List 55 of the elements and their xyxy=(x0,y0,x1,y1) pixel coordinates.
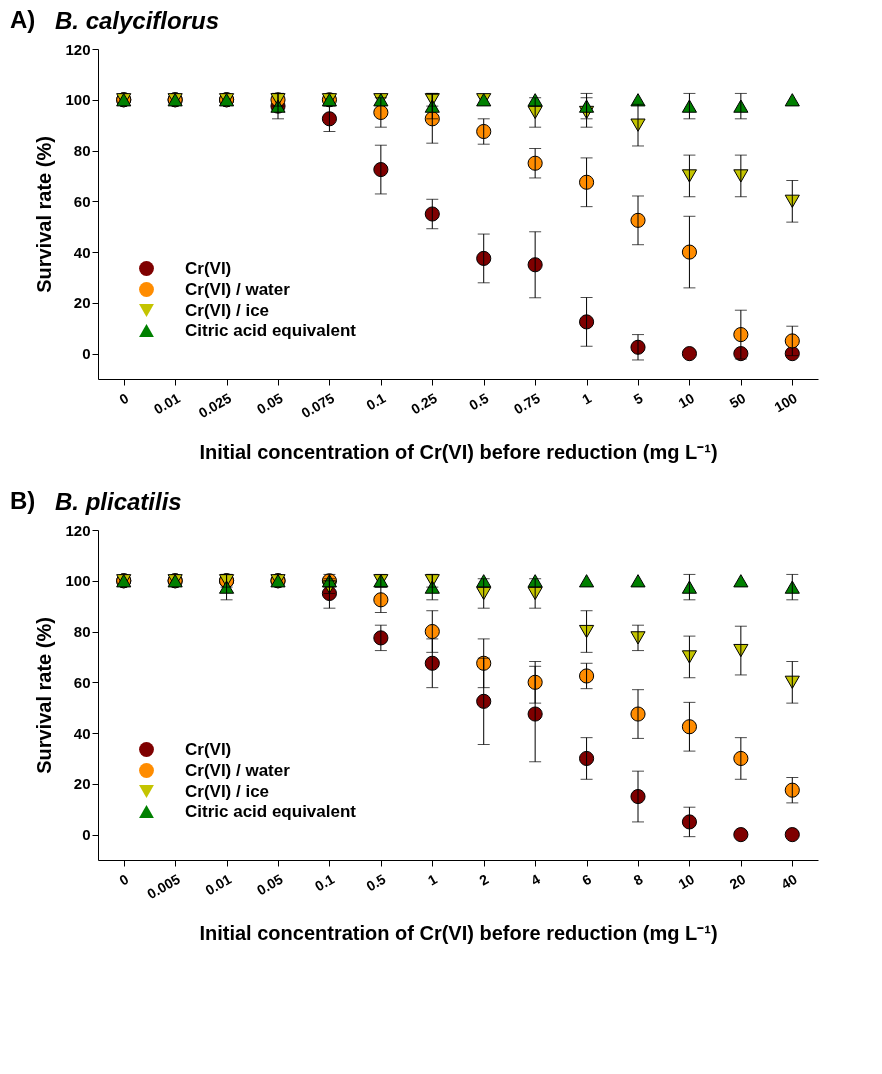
x-tick-label: 4 xyxy=(527,870,543,889)
legend-label: Cr(VI) / ice xyxy=(185,300,270,320)
x-tick-label: 0.25 xyxy=(408,389,440,418)
x-tick-label: 10 xyxy=(675,389,698,412)
y-tick-label: 100 xyxy=(65,91,91,109)
x-tick-label: 0.1 xyxy=(363,389,389,414)
chart-title: B. plicatilis xyxy=(54,488,182,515)
y-tick-label: 20 xyxy=(73,294,91,312)
x-tick-label: 0.05 xyxy=(253,870,286,899)
x-tick-label: 100 xyxy=(771,389,800,416)
chart-title: B. calyciflorus xyxy=(54,7,220,34)
x-tick-label: 1 xyxy=(579,389,595,408)
legend-label: Citric acid equivalent xyxy=(185,801,357,821)
x-tick-label: 6 xyxy=(579,870,595,889)
x-tick-label: 2 xyxy=(476,870,492,889)
y-tick-label: 100 xyxy=(65,572,91,590)
x-tick-label: 0.75 xyxy=(511,389,543,418)
x-axis-title: Initial concentration of Cr(VI) before reduction (mg L⁻¹) xyxy=(199,441,718,464)
y-tick-label: 0 xyxy=(82,826,91,844)
legend-label: Cr(VI) / water xyxy=(185,760,291,780)
y-axis-title: Survival rate (%) xyxy=(33,617,56,774)
x-tick-label: 40 xyxy=(778,870,800,893)
x-tick-label: 8 xyxy=(630,870,646,889)
y-tick-label: 60 xyxy=(73,192,91,210)
text: B) xyxy=(10,487,36,515)
y-axis-title: Survival rate (%) xyxy=(33,136,56,293)
x-tick-label: 20 xyxy=(726,870,749,893)
x-tick-label: 0.05 xyxy=(253,389,286,418)
x-tick-label: 0 xyxy=(116,389,132,408)
y-tick-label: 120 xyxy=(65,521,91,539)
y-tick-label: 60 xyxy=(73,673,91,691)
legend-label: Cr(VI) xyxy=(185,739,232,759)
y-tick-label: 120 xyxy=(65,40,91,58)
y-tick-label: 40 xyxy=(73,724,91,742)
text: A) xyxy=(10,6,36,34)
legend-label: Cr(VI) / ice xyxy=(185,781,270,801)
legend-label: Cr(VI) xyxy=(185,258,232,278)
y-tick-label: 0 xyxy=(82,345,91,363)
x-tick-label: 0.01 xyxy=(151,389,183,418)
legend-label: Cr(VI) / water xyxy=(185,279,291,299)
y-tick-label: 80 xyxy=(73,623,91,641)
x-tick-label: 10 xyxy=(675,870,698,893)
x-tick-label: 0.1 xyxy=(312,870,338,895)
x-tick-label: 5 xyxy=(630,389,646,408)
x-axis-title: Initial concentration of Cr(VI) before reduction (mg L⁻¹) xyxy=(199,922,718,945)
y-tick-label: 20 xyxy=(73,775,91,793)
x-tick-label: 0.5 xyxy=(466,389,492,414)
x-tick-label: 1 xyxy=(425,870,440,889)
x-tick-label: 0.5 xyxy=(363,870,389,895)
y-tick-label: 80 xyxy=(73,142,91,160)
y-tick-label: 40 xyxy=(73,243,91,261)
x-tick-label: 0 xyxy=(116,870,132,889)
x-tick-label: 50 xyxy=(726,389,749,412)
legend-label: Citric acid equivalent xyxy=(185,320,357,340)
x-tick-label: 0.01 xyxy=(202,870,235,899)
